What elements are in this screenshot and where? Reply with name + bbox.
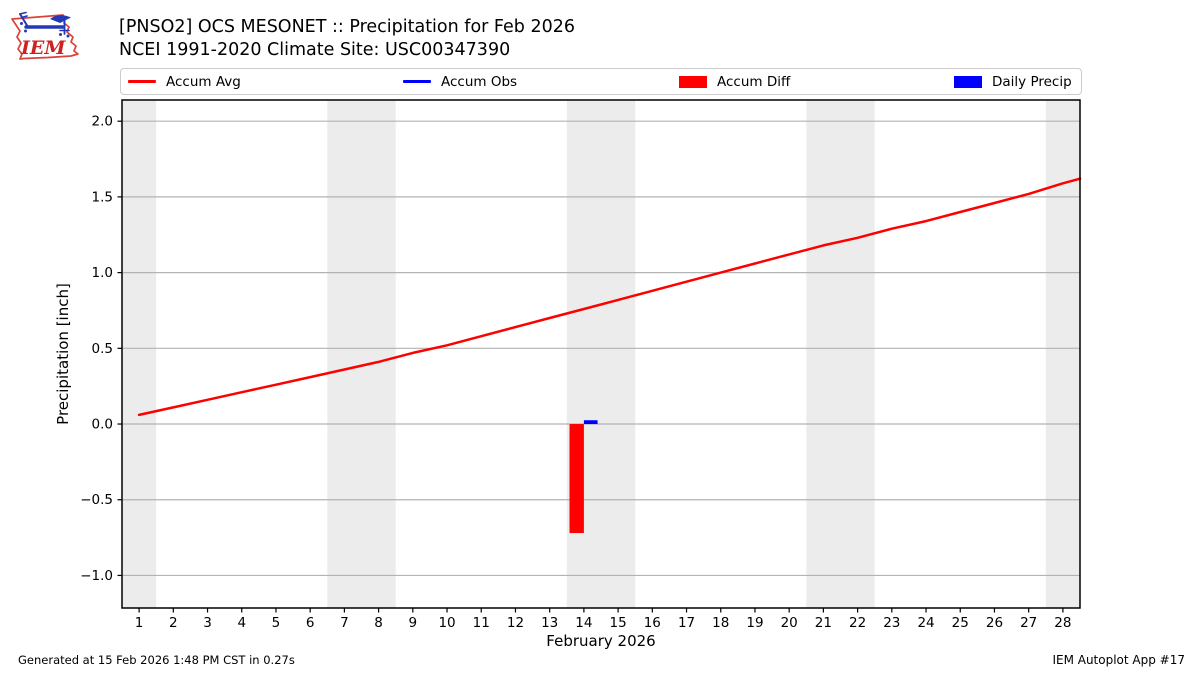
accum-avg-line-swatch-icon <box>128 80 156 83</box>
legend-item-daily-precip: Daily Precip <box>954 69 1072 94</box>
daily-precip-bar <box>583 420 598 425</box>
x-tick-label: 15 <box>610 615 627 631</box>
legend-item-accum-diff: Accum Diff <box>679 69 790 94</box>
x-tick-label: 14 <box>575 615 592 631</box>
legend-label-accum-diff: Accum Diff <box>717 73 791 90</box>
x-tick-label: 25 <box>952 615 969 631</box>
accum-obs-line-swatch-icon <box>403 80 431 83</box>
x-tick-label: 16 <box>644 615 661 631</box>
iem-logo: IEM <box>11 11 79 60</box>
x-tick-label: 27 <box>1020 615 1037 631</box>
x-tick-label: 12 <box>507 615 524 631</box>
generated-timestamp: Generated at 15 Feb 2026 1:48 PM CST in … <box>18 653 295 667</box>
plot-frame <box>121 99 1081 609</box>
weather-vane-icon <box>19 11 71 38</box>
x-tick-label: 7 <box>340 615 349 631</box>
weekend-band <box>806 100 875 608</box>
x-tick-label: 8 <box>374 615 383 631</box>
y-tick-label: 0.5 <box>92 341 113 357</box>
daily-precip-bar-swatch-icon <box>954 75 982 88</box>
weekend-band <box>1045 100 1080 608</box>
x-tick-label: 5 <box>272 615 281 631</box>
y-tick-label: 0.0 <box>92 417 113 433</box>
page-subtitle: NCEI 1991-2020 Climate Site: USC00347390 <box>119 39 511 60</box>
x-tick-label: 26 <box>986 615 1003 631</box>
weekend-band <box>122 100 157 608</box>
x-tick-label: 1 <box>135 615 144 631</box>
x-tick-label: 3 <box>203 615 212 631</box>
y-tick-label: 2.0 <box>92 114 113 130</box>
header: [PNSO2] OCS MESONET :: Precipitation for… <box>119 16 575 61</box>
x-tick-label: 4 <box>237 615 246 631</box>
legend-item-accum-avg: Accum Avg <box>128 69 241 94</box>
x-tick-label: 22 <box>849 615 866 631</box>
legend-label-daily-precip: Daily Precip <box>992 73 1072 90</box>
legend-item-accum-obs: Accum Obs <box>403 69 517 94</box>
accum-avg-line <box>137 177 1082 417</box>
x-tick-label: 9 <box>409 615 418 631</box>
x-tick-label: 10 <box>438 615 455 631</box>
y-tick-label: 1.0 <box>92 265 113 281</box>
legend: Accum Avg Accum Obs Accum Diff Daily Pre… <box>120 68 1082 95</box>
y-tick-label: −1.0 <box>80 568 113 584</box>
x-tick-label: 2 <box>169 615 178 631</box>
x-tick-label: 6 <box>306 615 315 631</box>
accum-diff-bar-swatch-icon <box>679 75 707 88</box>
x-tick-label: 28 <box>1054 615 1071 631</box>
legend-label-accum-obs: Accum Obs <box>441 73 518 90</box>
x-tick-label: 24 <box>917 615 934 631</box>
x-tick-label: 19 <box>746 615 763 631</box>
y-tick-label: −0.5 <box>80 492 113 508</box>
page-title: [PNSO2] OCS MESONET :: Precipitation for… <box>119 17 575 37</box>
weekend-band <box>327 100 396 608</box>
app-credit: IEM Autoplot App #17 <box>1052 653 1185 667</box>
x-tick-label: 17 <box>678 615 695 631</box>
y-axis-label: Precipitation [inch] <box>54 283 72 425</box>
legend-label-accum-avg: Accum Avg <box>166 73 241 90</box>
x-tick-label: 18 <box>712 615 729 631</box>
iem-logo-text: IEM <box>20 37 66 59</box>
y-tick-label: 1.5 <box>92 189 113 205</box>
x-tick-label: 20 <box>781 615 798 631</box>
x-tick-label: 21 <box>815 615 832 631</box>
x-tick-label: 23 <box>883 615 900 631</box>
accum-diff-bar <box>569 424 584 534</box>
x-axis-label: February 2026 <box>546 632 656 650</box>
x-tick-label: 11 <box>473 615 490 631</box>
x-tick-label: 13 <box>541 615 558 631</box>
